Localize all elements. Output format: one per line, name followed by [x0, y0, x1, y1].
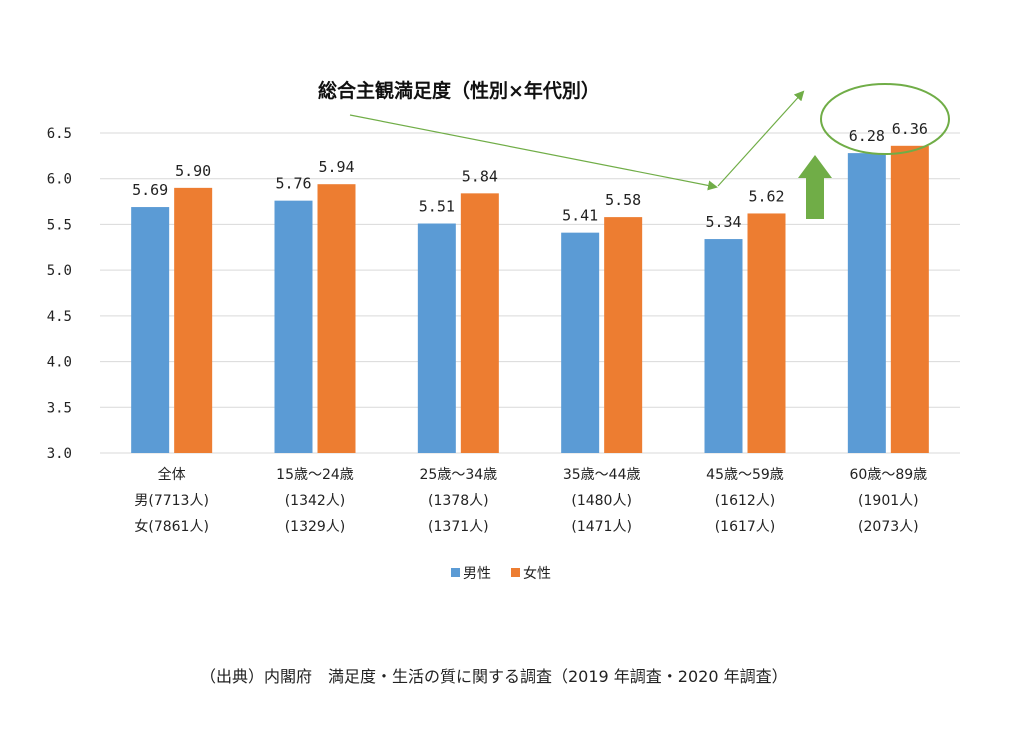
bar-male [561, 232, 600, 453]
data-labels: 5.69 5.90 5.76 5.94 5.51 5.84 5.41 5.58 5.34 5.62… [132, 120, 928, 231]
y-tick-label: 6.0 [47, 172, 72, 188]
legend-swatch [451, 568, 460, 577]
category-label: (2073人) [858, 519, 919, 535]
category-label: (1342人) [285, 493, 346, 509]
data-label: 5.94 [318, 158, 354, 176]
category-label: (1901人) [858, 493, 919, 509]
category-label: (1617人) [715, 519, 776, 535]
gridlines [100, 132, 960, 454]
category-label: (1329人) [285, 519, 346, 535]
data-label: 5.76 [275, 175, 311, 193]
data-label: 5.62 [748, 187, 784, 205]
bar-male [704, 239, 743, 453]
bars [131, 145, 929, 454]
data-label: 5.34 [705, 213, 741, 231]
data-label: 5.41 [562, 207, 598, 225]
bar-female [317, 184, 356, 453]
category-label: (1480人) [571, 493, 632, 509]
category-label: (1378人) [428, 493, 489, 509]
highlight-ellipse [820, 83, 950, 155]
category-label: 45歳～59歳 [706, 467, 784, 483]
y-tick-label: 4.5 [47, 309, 72, 325]
data-label: 5.51 [419, 198, 455, 216]
category-label: 全体 [158, 466, 186, 483]
y-tick-label: 5.5 [47, 217, 72, 233]
up-arrow-icon [798, 155, 832, 219]
bar-female [747, 213, 786, 453]
annotations [349, 83, 950, 219]
data-label: 5.84 [462, 167, 498, 185]
bar-male [131, 207, 170, 453]
category-label: 60歳～89歳 [850, 467, 928, 483]
chart-title: 総合主観満足度（性別×年代別） [318, 79, 600, 102]
trend-arrow [717, 90, 805, 187]
data-label: 6.36 [892, 120, 928, 138]
category-label: 35歳～44歳 [563, 467, 641, 483]
y-axis-ticks: 3.0 3.5 4.0 4.5 5.0 5.5 6.0 6.5 [47, 126, 72, 462]
category-label: (1371人) [428, 519, 489, 535]
y-tick-label: 6.5 [47, 126, 72, 142]
bar-male [847, 153, 886, 453]
legend-swatch [511, 568, 520, 577]
bar-female [460, 193, 499, 454]
bar-female [890, 145, 929, 454]
category-label: 25歳～34歳 [420, 467, 498, 483]
y-tick-label: 3.5 [47, 400, 72, 416]
category-label: 男(7713人) [134, 493, 209, 509]
category-labels: 全体男(7713人) 女(7861人) 15歳～24歳 (1342人) (1329人) 2… [134, 466, 927, 535]
bar-female [604, 217, 643, 453]
legend: 男性 女性 [451, 565, 551, 582]
bar-male [417, 223, 456, 453]
y-tick-label: 5.0 [47, 263, 72, 279]
data-label: 5.69 [132, 181, 168, 199]
source-note: （出典）内閣府 満足度・生活の質に関する調査（2019 年調査・2020 年調査… [200, 667, 788, 686]
legend-label: 男性 [463, 566, 491, 582]
category-label: (1471人) [571, 519, 632, 535]
y-tick-label: 4.0 [47, 355, 72, 371]
legend-label: 女性 [523, 565, 551, 582]
data-label: 5.58 [605, 191, 641, 209]
y-tick-label: 3.0 [47, 446, 72, 462]
bar-male [274, 200, 313, 453]
category-label: (1612人) [715, 493, 776, 509]
data-label: 6.28 [849, 127, 885, 145]
data-label: 5.90 [175, 162, 211, 180]
category-label: 15歳～24歳 [276, 467, 354, 483]
pointer-arrow [349, 114, 718, 191]
bar-female [174, 187, 213, 453]
category-label: 女(7861人) [134, 518, 209, 535]
